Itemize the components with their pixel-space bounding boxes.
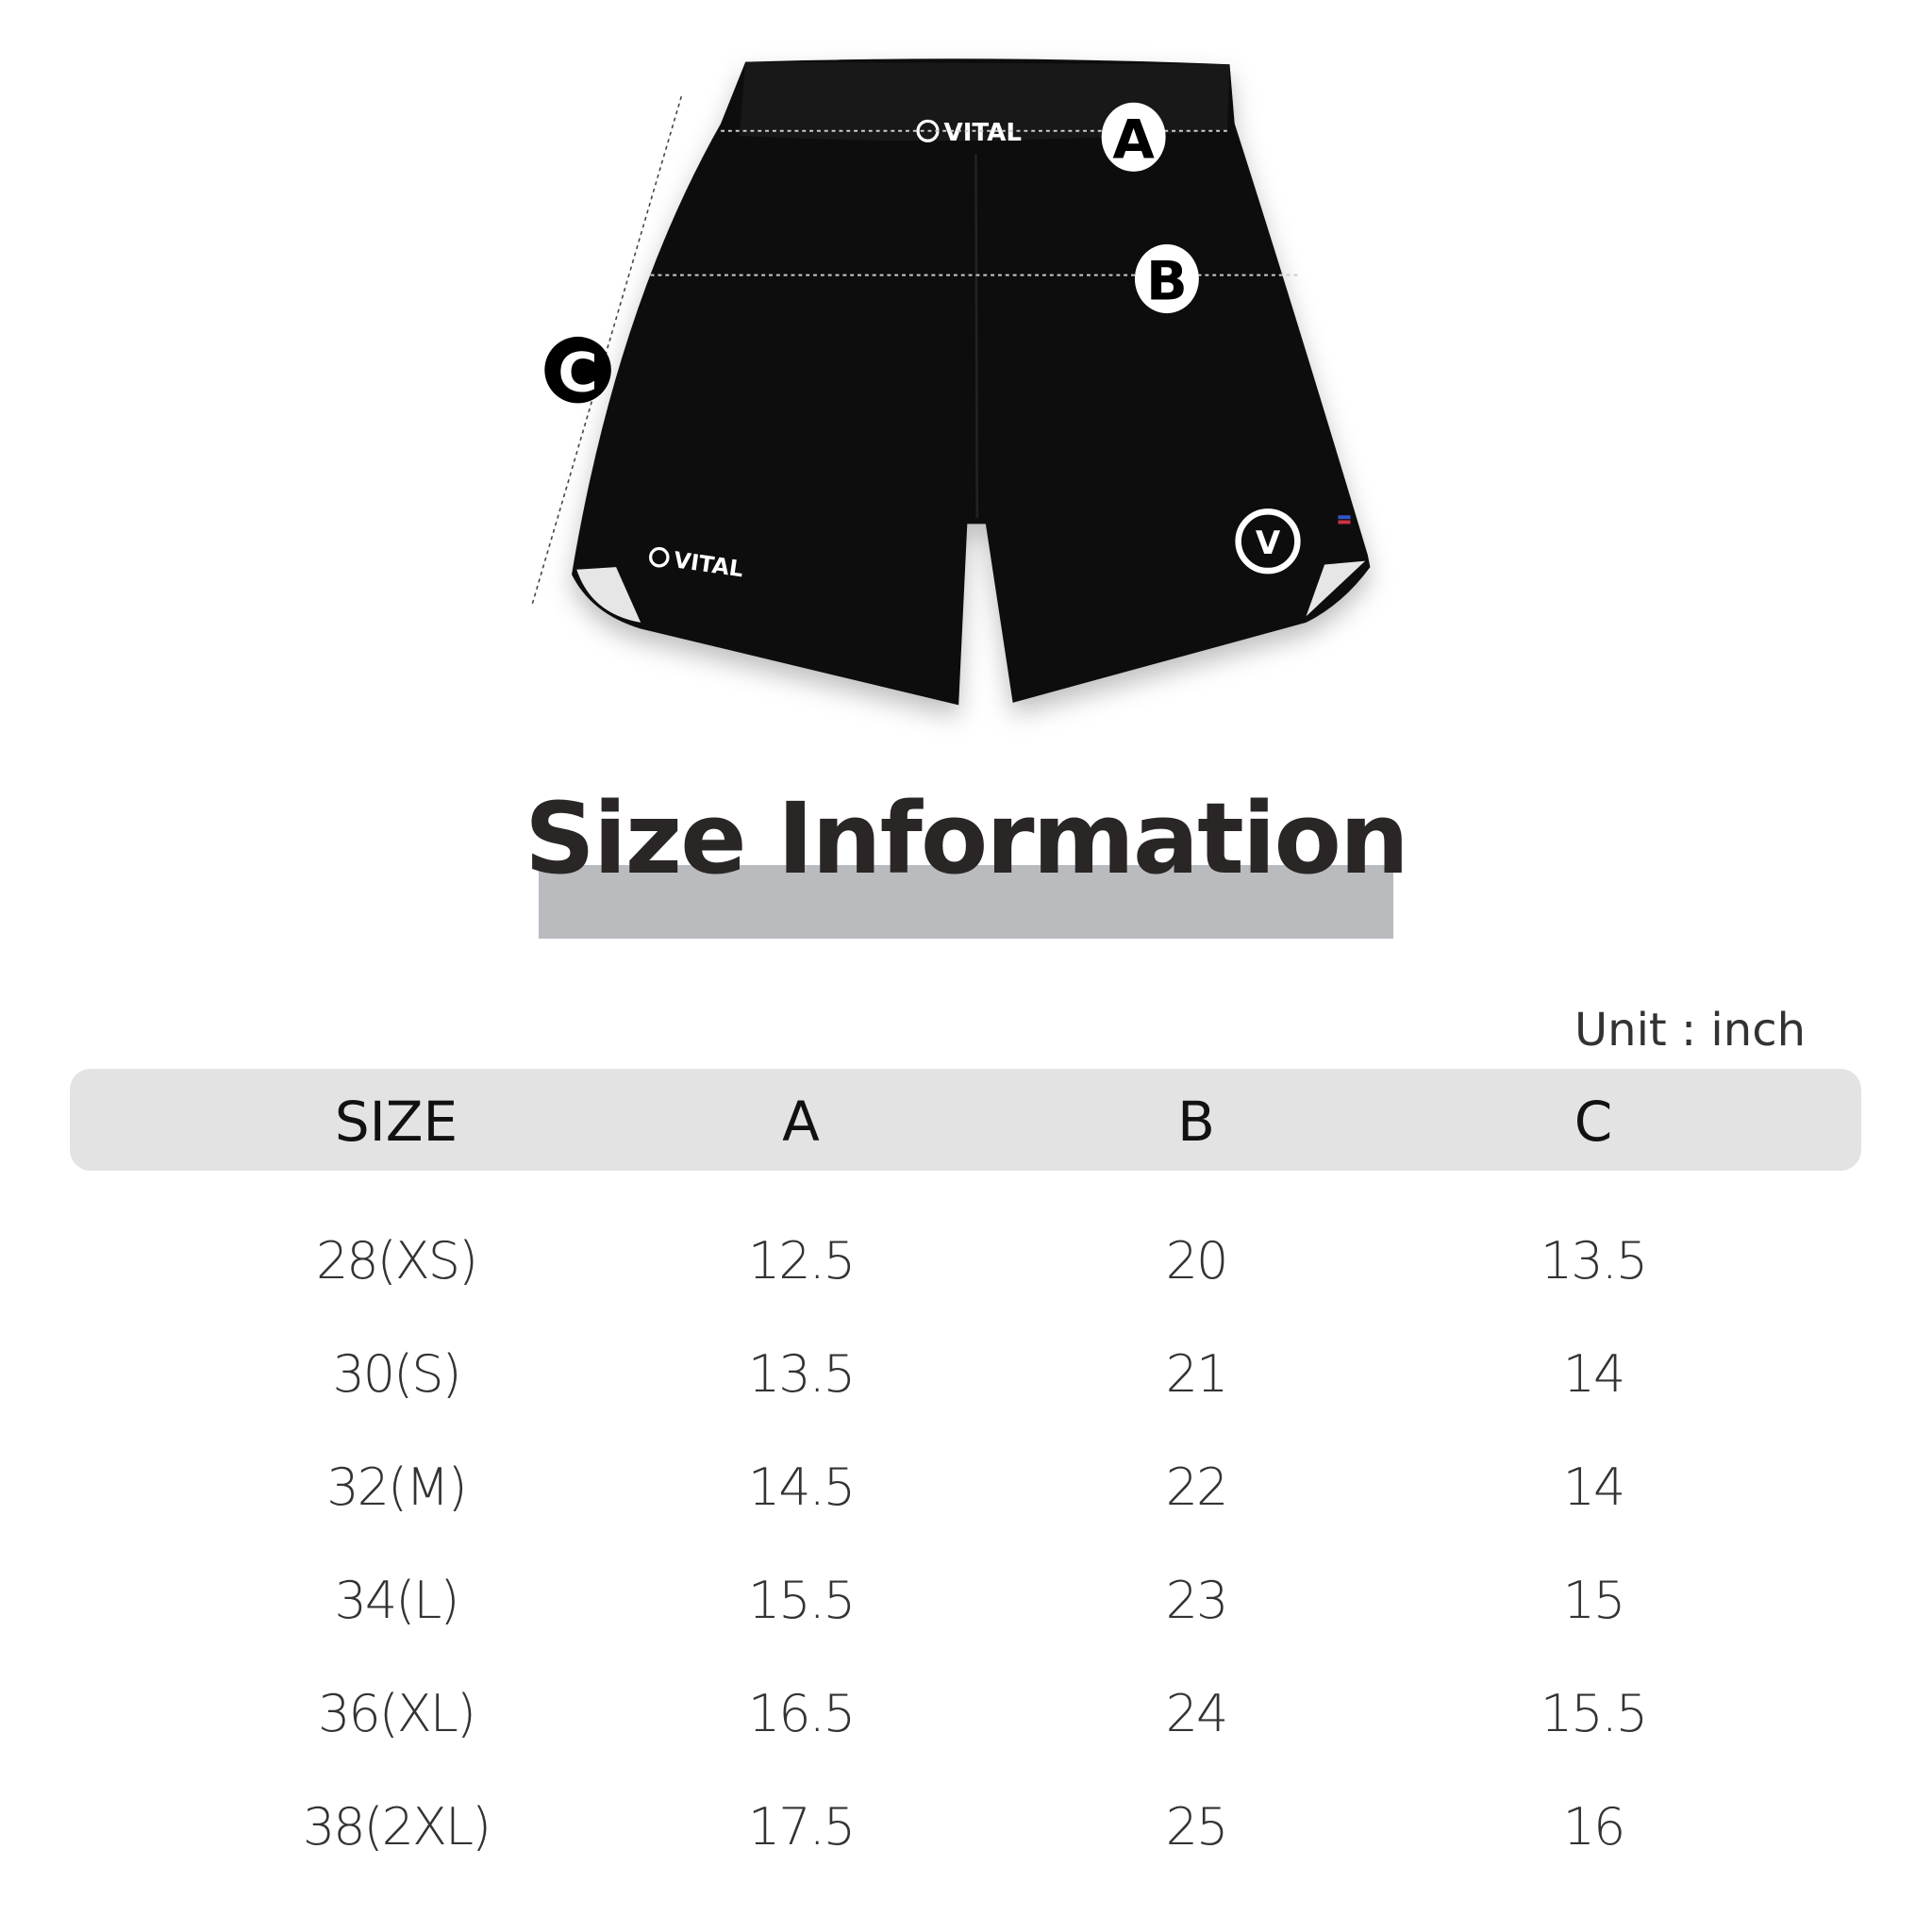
label-c-badge: C xyxy=(544,336,611,404)
cell-size: 32(M) xyxy=(326,1457,467,1517)
cell-c: 15 xyxy=(1562,1571,1626,1630)
label-a-badge: A xyxy=(1101,102,1166,172)
header-b: B xyxy=(1177,1090,1215,1154)
cell-c: 16 xyxy=(1562,1797,1626,1857)
header-size: SIZE xyxy=(334,1090,458,1154)
cell-a: 15.5 xyxy=(747,1571,856,1630)
svg-text:C: C xyxy=(558,341,597,404)
vital-logo-waistband: VITAL xyxy=(916,119,1022,147)
title-highlight-bar xyxy=(539,865,1393,939)
cell-size: 36(XL) xyxy=(318,1684,476,1743)
svg-text:B: B xyxy=(1146,250,1188,313)
cell-c: 13.5 xyxy=(1540,1231,1648,1291)
cell-size: 28(XS) xyxy=(315,1231,478,1291)
cell-c: 14 xyxy=(1562,1344,1626,1404)
cell-size: 34(L) xyxy=(334,1571,460,1630)
svg-text:V: V xyxy=(1256,525,1281,562)
page-title: Size Information xyxy=(525,781,1409,896)
cell-a: 16.5 xyxy=(747,1684,856,1743)
cell-b: 24 xyxy=(1165,1684,1229,1743)
label-b-badge: B xyxy=(1134,243,1199,314)
svg-text:A: A xyxy=(1112,108,1155,172)
cell-b: 21 xyxy=(1165,1344,1229,1404)
cell-size: 38(2XL) xyxy=(302,1797,491,1857)
cell-b: 25 xyxy=(1165,1797,1229,1857)
cell-a: 14.5 xyxy=(747,1457,856,1517)
cell-b: 20 xyxy=(1165,1231,1229,1291)
cell-c: 15.5 xyxy=(1540,1684,1648,1743)
header-c: C xyxy=(1574,1090,1613,1154)
cell-a: 17.5 xyxy=(747,1797,856,1857)
cell-a: 12.5 xyxy=(747,1231,856,1291)
unit-label: Unit : inch xyxy=(1574,1004,1806,1057)
table-header xyxy=(70,1069,1861,1171)
cell-a: 13.5 xyxy=(747,1344,856,1404)
cell-size: 30(S) xyxy=(332,1344,461,1404)
shorts-product-image: VITAL VITAL V A B C xyxy=(531,58,1371,706)
cell-c: 14 xyxy=(1562,1457,1626,1517)
svg-text:VITAL: VITAL xyxy=(943,119,1022,147)
cell-b: 22 xyxy=(1165,1457,1229,1517)
header-a: A xyxy=(782,1090,820,1154)
cell-b: 23 xyxy=(1165,1571,1229,1630)
v-circle-logo: V xyxy=(1235,508,1301,575)
